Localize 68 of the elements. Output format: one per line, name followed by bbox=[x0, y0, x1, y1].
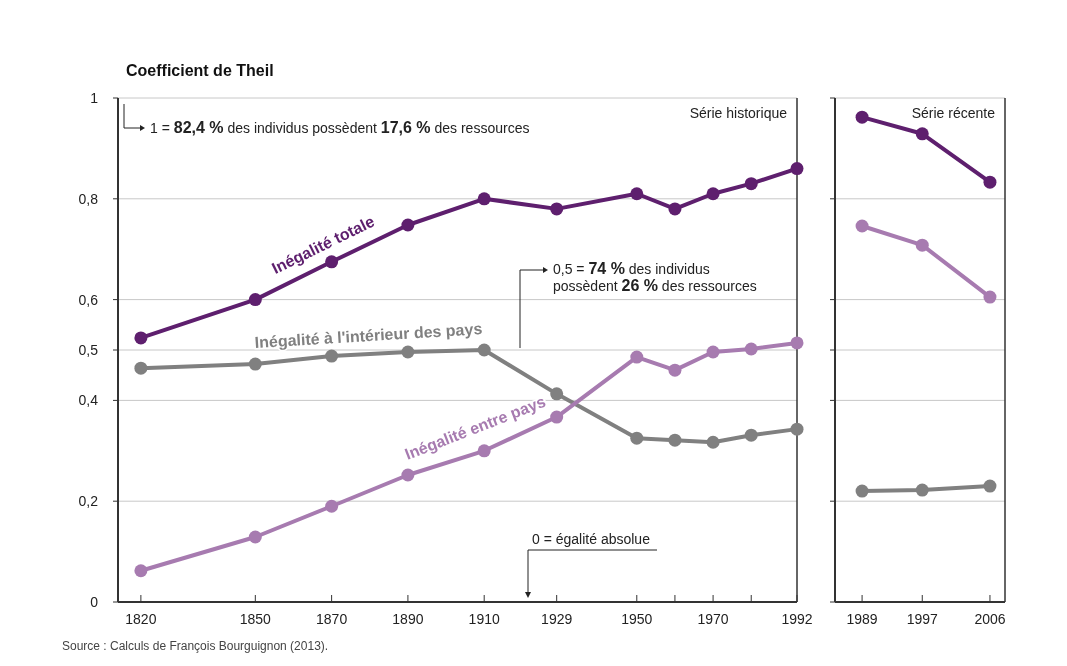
x-tick-label: 1970 bbox=[697, 611, 729, 627]
y-tick-label: 0 bbox=[90, 593, 99, 610]
x-tick-label: 1850 bbox=[239, 611, 272, 627]
x-tick-label: 1870 bbox=[316, 611, 348, 627]
x-tick-label: 1989 bbox=[846, 611, 878, 627]
series-label: Inégalité à l'intérieur des pays bbox=[254, 320, 483, 352]
point bbox=[744, 342, 758, 356]
x-tick-label: 1910 bbox=[468, 611, 500, 627]
x-tick-label: 2006 bbox=[974, 611, 1006, 627]
y-tick-label: 0,5 bbox=[78, 341, 99, 358]
point bbox=[550, 202, 564, 216]
point bbox=[790, 336, 804, 350]
x-tick-label: 1950 bbox=[621, 611, 653, 627]
point bbox=[134, 361, 148, 375]
x-tick-label: 1929 bbox=[541, 611, 573, 627]
source-note: Source : Calculs de François Bourguignon (2013). bbox=[62, 639, 329, 653]
point bbox=[915, 127, 929, 141]
point bbox=[630, 431, 644, 445]
point bbox=[134, 564, 148, 578]
point bbox=[855, 484, 869, 498]
x-tick-label: 1997 bbox=[906, 611, 939, 627]
point bbox=[855, 219, 869, 233]
point bbox=[855, 110, 869, 124]
y-tick-label: 0,4 bbox=[78, 392, 99, 409]
y-tick-label: 0,6 bbox=[78, 291, 99, 308]
x-tick-label: 1992 bbox=[781, 611, 813, 627]
point bbox=[477, 192, 491, 206]
text: Série récente bbox=[911, 105, 996, 121]
point bbox=[706, 187, 720, 201]
point bbox=[630, 350, 644, 364]
point bbox=[401, 345, 415, 359]
point bbox=[668, 433, 682, 447]
point bbox=[630, 187, 644, 201]
y-tick-label: 1 bbox=[90, 89, 99, 106]
point bbox=[325, 349, 339, 363]
annotation: 1 = 82,4 % des individus possèdent 17,6 % des ressources bbox=[150, 119, 530, 136]
point bbox=[790, 422, 804, 436]
point bbox=[477, 343, 491, 357]
point bbox=[401, 468, 415, 482]
point bbox=[134, 331, 148, 345]
point bbox=[325, 499, 339, 513]
point bbox=[744, 177, 758, 191]
point bbox=[744, 428, 758, 442]
point bbox=[983, 479, 997, 493]
y-axis-title: Coefficient de Theil bbox=[126, 62, 274, 79]
point bbox=[790, 162, 804, 176]
point bbox=[668, 202, 682, 216]
point bbox=[983, 290, 997, 304]
point bbox=[550, 387, 564, 401]
point bbox=[248, 530, 262, 544]
point bbox=[248, 293, 262, 307]
point bbox=[668, 363, 682, 377]
point bbox=[915, 238, 929, 252]
point bbox=[477, 444, 491, 458]
point bbox=[706, 435, 720, 449]
annotation: 0 = égalité absolue bbox=[532, 531, 651, 547]
annotation: 0,5 = 74 % des individus possèdent 26 % des ressources bbox=[553, 260, 757, 294]
point bbox=[915, 483, 929, 497]
x-tick-label: 1820 bbox=[125, 611, 157, 627]
point bbox=[706, 345, 720, 359]
y-tick-label: 0,8 bbox=[78, 190, 99, 207]
point bbox=[550, 410, 564, 424]
point bbox=[983, 175, 997, 189]
point bbox=[401, 218, 415, 232]
x-tick-label: 1890 bbox=[392, 611, 424, 627]
text: Série historique bbox=[689, 105, 788, 121]
y-tick-label: 0,2 bbox=[78, 493, 99, 510]
point bbox=[248, 357, 262, 371]
